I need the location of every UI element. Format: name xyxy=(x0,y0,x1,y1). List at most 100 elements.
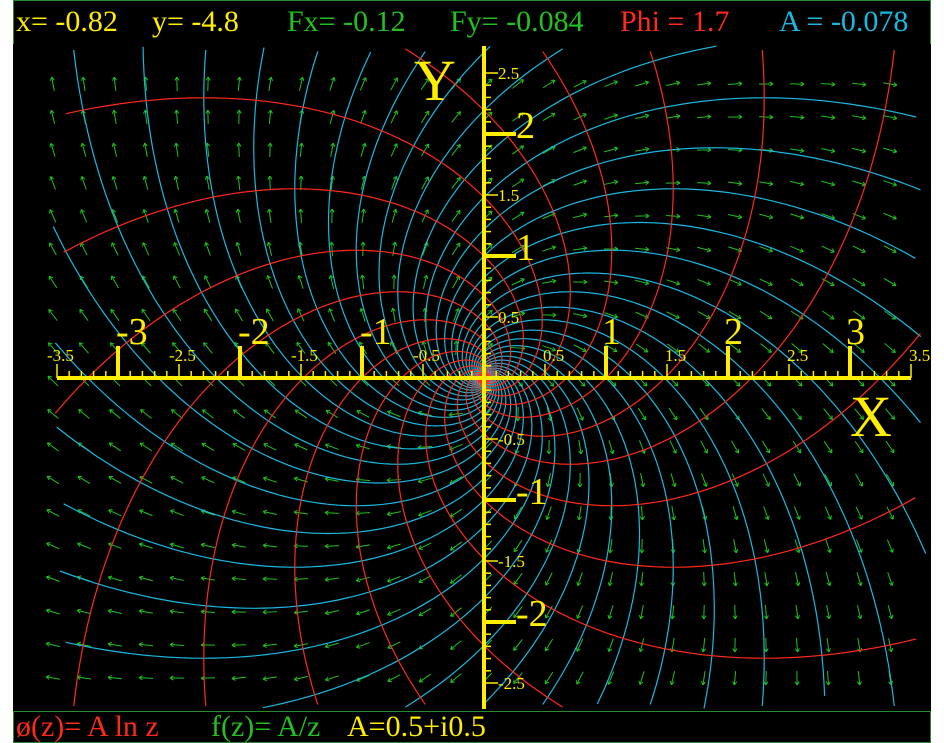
field-arrow xyxy=(543,146,555,153)
field-arrow xyxy=(81,176,86,189)
field-arrow xyxy=(701,671,705,685)
field-arrow xyxy=(542,313,556,317)
field-arrow xyxy=(263,510,277,514)
field-arrow xyxy=(639,605,643,619)
a-label: A = xyxy=(779,5,823,38)
field-arrow xyxy=(573,314,587,318)
field-arrow xyxy=(790,115,804,119)
field-arrow xyxy=(821,82,835,86)
field-arrow xyxy=(856,474,863,486)
field-arrow xyxy=(232,577,246,581)
field-arrow xyxy=(47,443,58,451)
field-arrow xyxy=(201,543,215,548)
field-arrow xyxy=(201,676,215,680)
x-minor-label: -3.5 xyxy=(47,346,74,365)
field-arrow xyxy=(263,610,277,614)
field-arrow xyxy=(391,144,397,157)
field-arrow xyxy=(206,77,210,91)
field-arrow xyxy=(794,506,800,519)
field-arrow xyxy=(697,279,710,285)
field-arrow xyxy=(884,213,897,219)
field-arrow xyxy=(733,671,737,685)
field-arrow xyxy=(268,176,272,190)
y-readout: y= -4.8 xyxy=(152,6,239,38)
field-arrow xyxy=(294,610,308,614)
field-arrow xyxy=(451,641,462,650)
field-arrow xyxy=(888,572,893,585)
field-arrow xyxy=(112,110,116,124)
field-arrow xyxy=(294,577,308,581)
field-arrow xyxy=(669,408,677,420)
field-arrow xyxy=(450,477,462,484)
field-arrow xyxy=(574,147,587,153)
field-arrow xyxy=(852,148,866,153)
field-arrow xyxy=(636,344,648,352)
field-arrow xyxy=(636,312,649,318)
fy-value: -0.084 xyxy=(506,5,584,38)
field-arrow xyxy=(268,143,272,157)
field-arrow xyxy=(143,176,148,190)
field-arrow xyxy=(790,181,804,185)
field-arrow xyxy=(574,345,586,352)
fy-label: Fy= xyxy=(450,5,499,38)
field-arrow xyxy=(206,110,210,124)
field-arrow xyxy=(202,477,215,483)
field-arrow xyxy=(111,276,118,288)
field-arrow xyxy=(884,278,896,285)
field-arrow xyxy=(46,675,60,679)
field-arrow xyxy=(47,543,60,549)
field-arrow xyxy=(826,671,830,685)
field-arrow xyxy=(885,343,896,352)
field-arrow xyxy=(450,542,461,550)
field-arrow xyxy=(822,311,834,319)
field-arrow xyxy=(81,77,85,91)
field-arrow xyxy=(419,543,432,549)
field-arrow xyxy=(577,606,583,619)
field-arrow xyxy=(139,676,153,680)
x-major-label: 3 xyxy=(846,311,865,353)
phi-value: 1.7 xyxy=(692,5,730,38)
field-arrow xyxy=(852,82,866,86)
field-arrow xyxy=(604,147,617,152)
field-arrow xyxy=(697,81,711,85)
field-arrow xyxy=(419,674,431,682)
field-arrow xyxy=(263,643,277,647)
field-arrow xyxy=(728,82,742,86)
field-arrow xyxy=(666,81,680,85)
field-arrow xyxy=(759,115,773,119)
field-arrow xyxy=(763,474,769,487)
field-arrow xyxy=(294,510,308,514)
field-arrow xyxy=(361,143,366,156)
field-arrow xyxy=(109,476,121,483)
field-arrow xyxy=(232,676,246,680)
field-arrow xyxy=(452,243,460,255)
field-arrow xyxy=(790,214,803,219)
field-arrow xyxy=(604,81,617,87)
x-axis-title: X xyxy=(850,384,892,449)
field-arrow xyxy=(77,609,91,614)
field-arrow xyxy=(887,540,893,553)
field-arrow xyxy=(791,246,804,252)
field-arrow xyxy=(852,181,865,186)
field-arrow xyxy=(232,610,246,614)
field-arrow xyxy=(545,639,552,651)
field-arrow xyxy=(112,143,116,157)
field-arrow xyxy=(512,279,525,285)
field-arrow xyxy=(453,276,460,288)
field-arrow xyxy=(361,209,365,223)
field-arrow xyxy=(672,506,676,520)
y-minor-label: 1.5 xyxy=(498,186,519,205)
phi-formula: ø(z)= A ln z xyxy=(16,712,159,742)
field-arrow xyxy=(512,212,524,220)
field-arrow xyxy=(174,176,178,190)
y-minor-label: -1.5 xyxy=(498,552,525,571)
field-arrow xyxy=(760,279,773,286)
field-arrow xyxy=(760,311,772,319)
field-arrow xyxy=(173,309,181,321)
field-arrow xyxy=(356,577,370,582)
field-arrow xyxy=(419,608,431,615)
field-arrow xyxy=(543,80,555,88)
field-arrow xyxy=(635,247,649,251)
